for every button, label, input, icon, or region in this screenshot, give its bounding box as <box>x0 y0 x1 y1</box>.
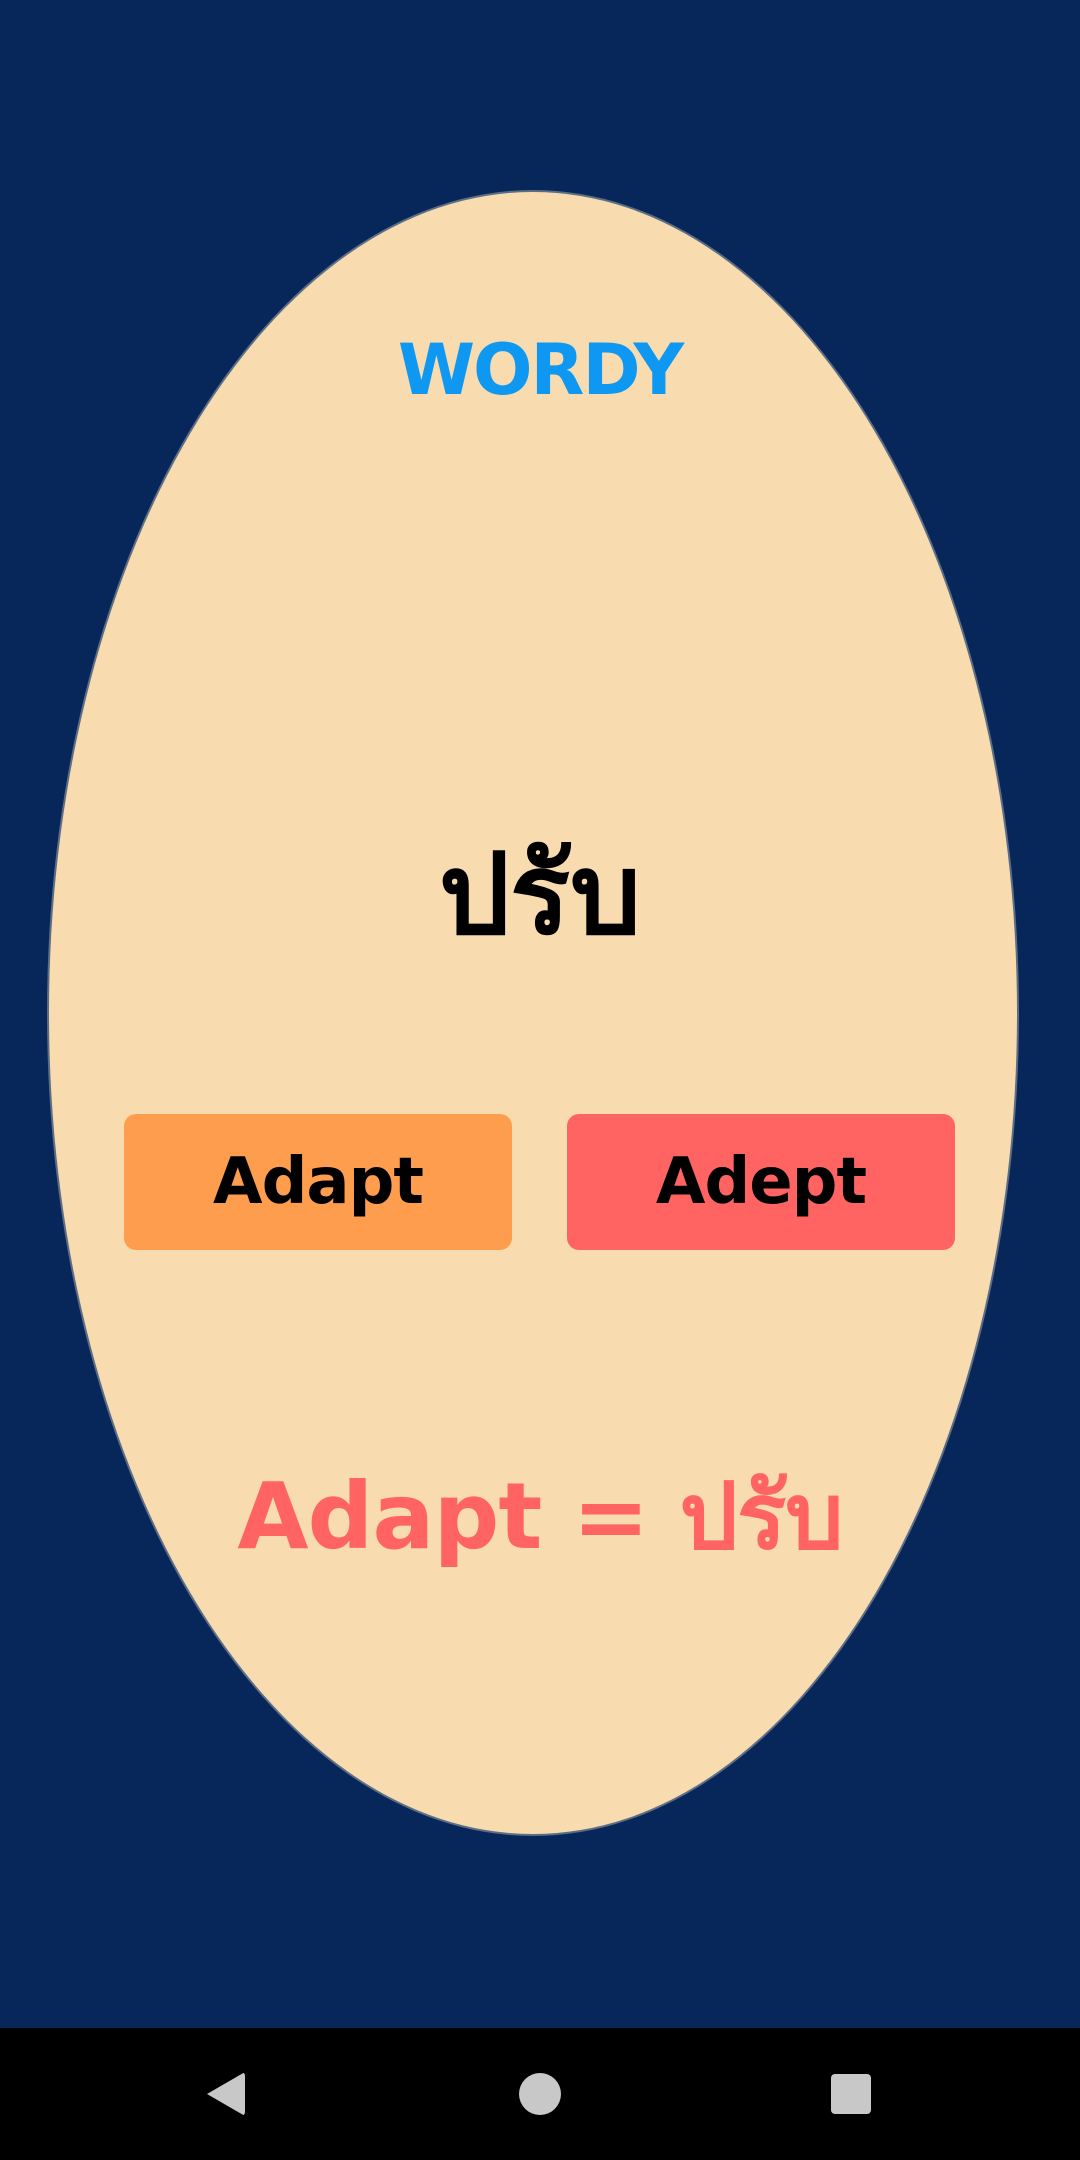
system-navigation-bar <box>0 2028 1080 2160</box>
recents-square-icon <box>831 2074 871 2114</box>
back-button[interactable] <box>156 2028 296 2160</box>
question-word: ปรับ <box>438 830 642 960</box>
choice-button-adept[interactable]: Adept <box>567 1114 955 1250</box>
recents-button[interactable] <box>781 2028 921 2160</box>
back-triangle-icon <box>207 2072 245 2116</box>
answer-result: Adapt = ปรับ <box>237 1463 843 1570</box>
choice-button-adapt[interactable]: Adapt <box>124 1114 512 1250</box>
home-button[interactable] <box>470 2028 610 2160</box>
app-title: WORDY <box>397 329 684 411</box>
home-circle-icon <box>519 2073 561 2115</box>
word-card <box>49 192 1017 1834</box>
